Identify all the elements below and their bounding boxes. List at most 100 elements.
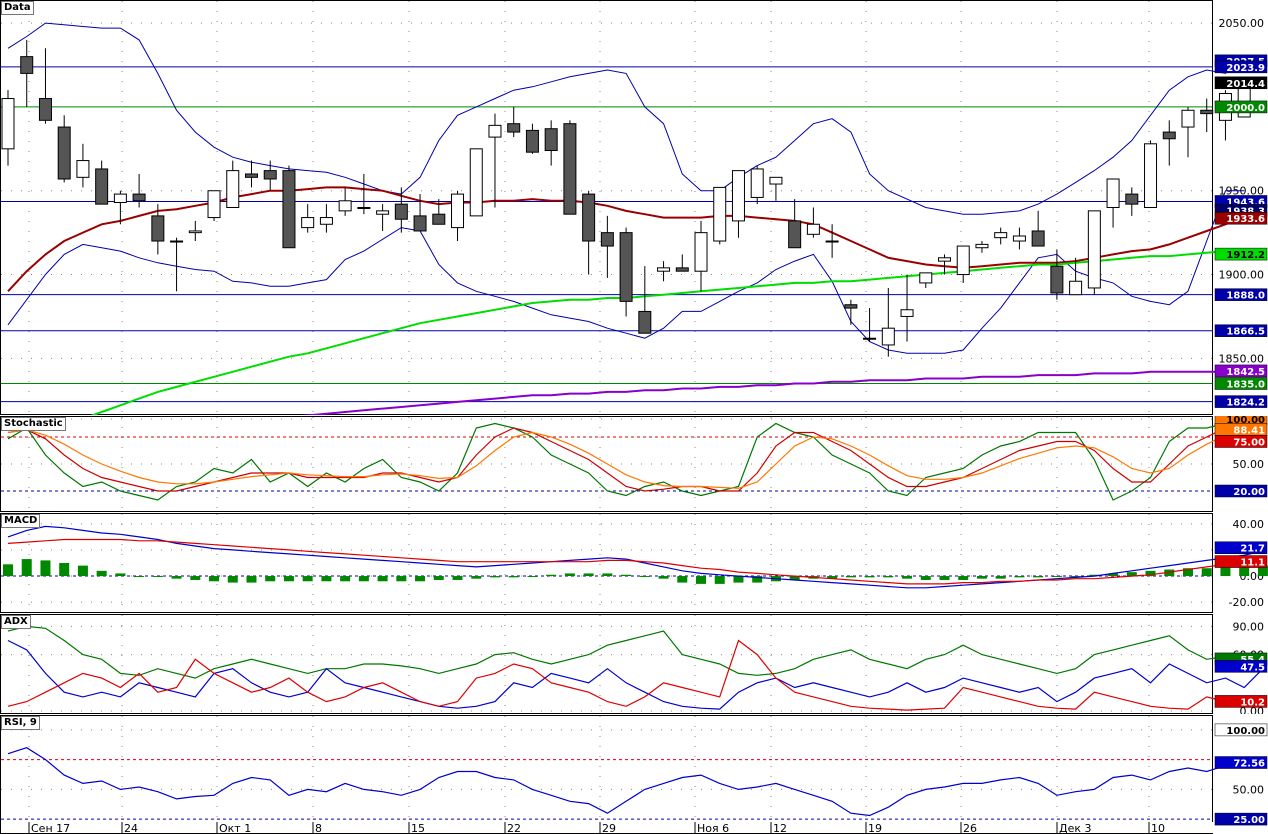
price-price-label-box bbox=[1214, 247, 1268, 261]
macd-pane-title: MACD bbox=[1, 514, 41, 528]
candle-up bbox=[1144, 143, 1158, 209]
macd-ytick-label: 40.00 bbox=[1233, 518, 1265, 531]
stoch-ytick-label: 50.00 bbox=[1233, 458, 1265, 471]
rsi-ytick-label: 50.00 bbox=[1233, 783, 1265, 796]
price-price-label: 1943.6 bbox=[1226, 197, 1265, 208]
candle-down bbox=[282, 170, 296, 249]
macd-histogram-bar bbox=[864, 576, 875, 578]
adx-ytick-label: 0.00 bbox=[1240, 705, 1265, 714]
adx-pane[interactable]: 90.0060.000.0055.447.510.2 ADX bbox=[0, 614, 1268, 714]
candle-up bbox=[938, 257, 951, 262]
macd-histogram-bar bbox=[96, 570, 107, 577]
candle-up bbox=[994, 232, 1008, 239]
macd-plot-frame bbox=[0, 513, 1213, 613]
candle-down bbox=[432, 213, 446, 225]
price-price-label-box bbox=[1214, 100, 1268, 114]
candle-up bbox=[806, 223, 820, 235]
macd-histogram-bar bbox=[1145, 570, 1156, 577]
candle-up bbox=[731, 170, 745, 222]
candle-down bbox=[38, 98, 52, 121]
stoch-price-label: 75.00 bbox=[1233, 438, 1265, 449]
x-axis-tick-label: 24 bbox=[124, 822, 138, 834]
x-axis-tick-label: Ноя 6 bbox=[697, 822, 729, 834]
adx-series-adx bbox=[7, 625, 1264, 679]
macd-histogram-bar bbox=[920, 576, 931, 580]
candle-down bbox=[844, 304, 858, 309]
adx-ytick-label: 90.00 bbox=[1233, 620, 1265, 633]
macd-histogram-bar bbox=[714, 576, 725, 584]
stoch-price-label: 20.00 bbox=[1233, 487, 1265, 498]
price-pane[interactable]: 2050.001950.001900.001850.002027.52023.9… bbox=[0, 0, 1268, 415]
macd-histogram-bar bbox=[396, 576, 407, 582]
price-chart[interactable]: 2050.001950.001900.001850.002027.52023.9… bbox=[0, 0, 1268, 415]
price-price-label: 1835.0 bbox=[1226, 380, 1265, 391]
candle-down bbox=[525, 129, 539, 153]
macd-histogram-bar bbox=[3, 564, 13, 577]
candle-up bbox=[1012, 235, 1026, 242]
candle-down bbox=[788, 220, 802, 249]
rsi-price-label-box bbox=[1214, 812, 1268, 826]
macd-histogram-bar bbox=[171, 576, 182, 579]
candle-down bbox=[563, 123, 577, 215]
candle-down bbox=[263, 170, 277, 180]
macd-histogram-bar bbox=[302, 576, 313, 582]
rsi-series-rsi bbox=[7, 747, 1264, 817]
macd-histogram-bar bbox=[471, 576, 482, 579]
price-price-label-box bbox=[1214, 76, 1268, 90]
candle-up bbox=[1, 98, 15, 150]
candle-up bbox=[113, 193, 127, 203]
candle-down bbox=[1050, 265, 1064, 294]
candle-up bbox=[488, 124, 502, 138]
adx-pane-title: ADX bbox=[1, 615, 31, 629]
candle-up bbox=[76, 160, 90, 178]
macd-series-signal bbox=[7, 538, 1263, 585]
stoch-price-label-box bbox=[1214, 484, 1268, 498]
price-price-label-box bbox=[1214, 377, 1268, 390]
candle-down bbox=[413, 215, 427, 232]
x-axis-tick-label: 10 bbox=[1151, 822, 1165, 834]
macd-histogram-bar bbox=[415, 576, 426, 582]
macd-histogram-bar bbox=[1014, 576, 1025, 578]
macd-histogram-bar bbox=[827, 576, 838, 579]
macd-histogram-bar bbox=[602, 573, 613, 577]
candle-up bbox=[825, 240, 839, 243]
macd-histogram-bar bbox=[358, 576, 369, 582]
price-price-label-box bbox=[1214, 364, 1268, 378]
adx-chart[interactable]: 90.0060.000.0055.447.510.2 bbox=[0, 614, 1268, 714]
stoch-series-slow bbox=[7, 429, 1263, 489]
macd-price-label: 11.1 bbox=[1240, 558, 1265, 569]
macd-histogram-bar bbox=[1220, 566, 1231, 577]
macd-histogram-bar bbox=[883, 576, 894, 578]
candle-up bbox=[881, 327, 895, 346]
macd-histogram-bar bbox=[995, 576, 1006, 579]
macd-histogram-bar bbox=[789, 576, 800, 580]
x-axis-tick-label: 29 bbox=[602, 822, 616, 834]
macd-histogram-bar bbox=[696, 576, 707, 584]
candle-up bbox=[863, 337, 877, 340]
macd-histogram-bar bbox=[527, 576, 538, 578]
candle-down bbox=[600, 232, 614, 247]
macd-histogram-bar bbox=[1089, 574, 1100, 577]
macd-histogram-bar bbox=[508, 576, 519, 578]
candle-down bbox=[507, 123, 521, 133]
macd-histogram-bar bbox=[227, 576, 238, 583]
x-axis-tick-label: 8 bbox=[315, 822, 322, 834]
macd-histogram-bar bbox=[377, 576, 388, 582]
macd-histogram-bar bbox=[1201, 568, 1212, 577]
candle-up bbox=[657, 267, 671, 272]
price-price-label: 1912.2 bbox=[1226, 250, 1265, 261]
price-pane-title: Data bbox=[1, 1, 34, 15]
price-price-label-box bbox=[1214, 60, 1268, 74]
candle-up bbox=[469, 148, 483, 217]
macd-histogram-bar bbox=[190, 576, 201, 580]
macd-histogram-bar bbox=[77, 565, 88, 577]
price-price-label-box bbox=[1214, 324, 1268, 337]
macd-histogram-bar bbox=[583, 573, 594, 577]
candle-up bbox=[451, 193, 465, 229]
